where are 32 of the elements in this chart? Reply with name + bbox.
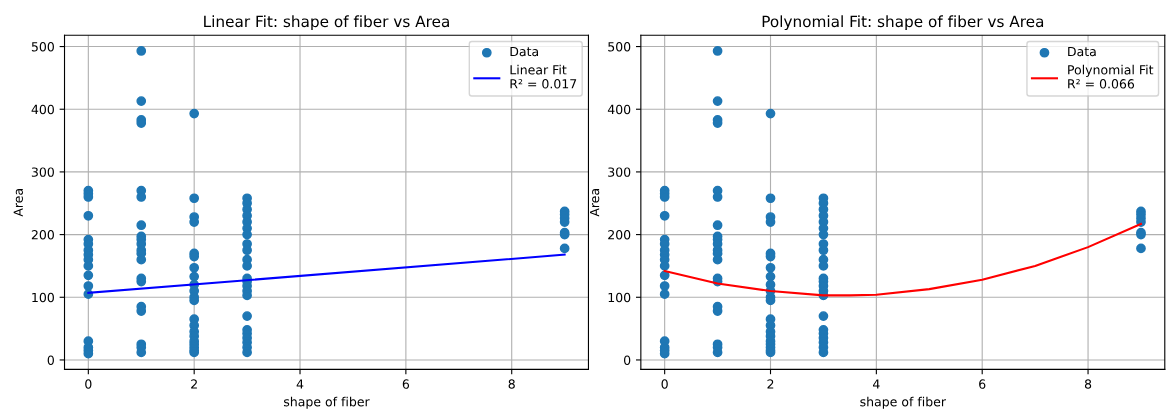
y-axis-title: Area bbox=[13, 189, 23, 217]
x-tick-label: 2 bbox=[767, 379, 774, 389]
y-tick-label: 300 bbox=[31, 167, 54, 177]
y-tick-label: 0 bbox=[624, 355, 631, 365]
y-tick-label: 100 bbox=[608, 292, 631, 303]
legend-label: Data bbox=[1068, 46, 1096, 57]
x-tick-label: 4 bbox=[296, 379, 304, 389]
x-tick-label: 6 bbox=[402, 379, 410, 389]
x-tick-label: 8 bbox=[1084, 379, 1092, 389]
y-tick-label: 200 bbox=[31, 230, 54, 240]
chart-title: Linear Fit: shape of fiber vs Area bbox=[204, 15, 449, 31]
y-tick-label: 400 bbox=[607, 104, 631, 115]
y-tick-label: 400 bbox=[31, 104, 54, 115]
legend-label: Linear Fit R² = 0.017 bbox=[510, 64, 577, 89]
y-tick-label: 500 bbox=[608, 42, 631, 52]
x-tick-label: 6 bbox=[979, 379, 986, 389]
x-tick-label: 0 bbox=[661, 379, 668, 389]
x-tick-label: 8 bbox=[508, 379, 515, 389]
y-tick-label: 300 bbox=[608, 167, 631, 177]
legend-label: Polynomial Fit R² = 0.066 bbox=[1068, 64, 1154, 89]
x-axis-title: shape of fiber bbox=[283, 396, 370, 409]
chart-title: Polynomial Fit: shape of fiber vs Area bbox=[762, 15, 1044, 31]
y-axis-title: Area bbox=[590, 189, 600, 217]
x-axis-title: shape of fiber bbox=[860, 396, 946, 409]
y-tick-label: 500 bbox=[31, 42, 54, 52]
x-tick-label: 0 bbox=[85, 379, 92, 389]
legend-label: Data bbox=[510, 46, 539, 57]
x-tick-label: 2 bbox=[191, 379, 197, 389]
x-tick-label: 4 bbox=[872, 379, 880, 389]
y-tick-label: 100 bbox=[32, 292, 54, 303]
y-tick-label: 0 bbox=[47, 355, 54, 365]
y-tick-label: 200 bbox=[608, 230, 631, 240]
